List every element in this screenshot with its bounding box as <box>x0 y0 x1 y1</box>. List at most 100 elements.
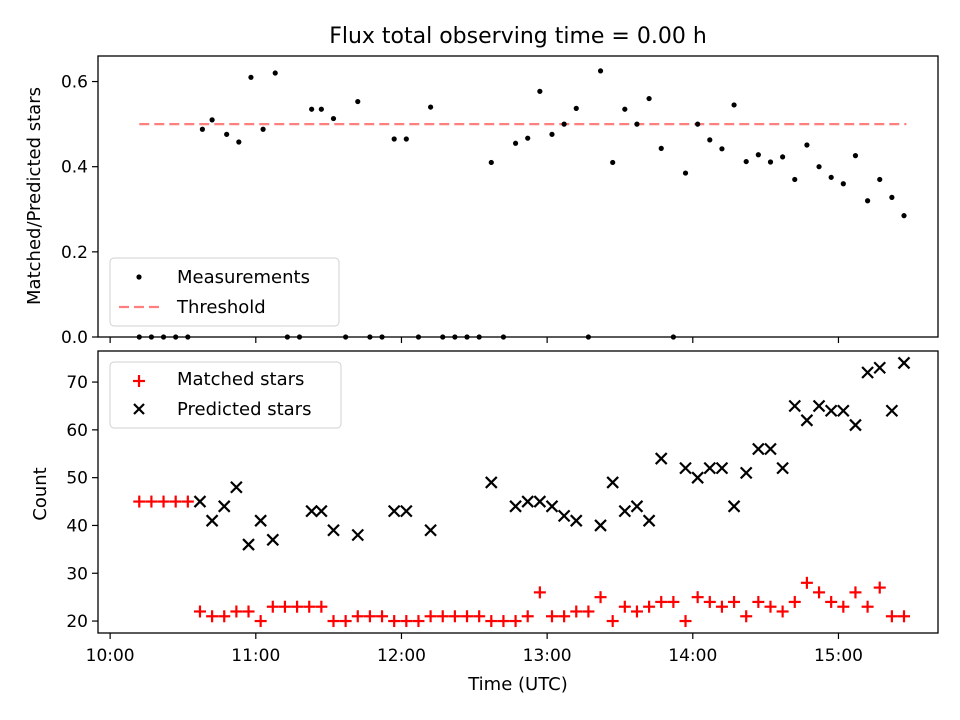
measurement-point <box>428 104 434 110</box>
matched-star-point <box>630 605 643 618</box>
predicted-star-point <box>861 366 874 379</box>
measurement-point <box>403 136 409 142</box>
matched-star-point <box>497 615 510 628</box>
predicted-star-point <box>545 500 559 513</box>
bottom-x-tick-label: 15:00 <box>814 646 863 666</box>
bottom-y-axis-label: Count <box>30 467 51 520</box>
measurement-point <box>537 88 543 94</box>
predicted-star-point <box>849 418 862 432</box>
predicted-star-point <box>266 533 280 547</box>
matched-star-point <box>618 600 631 613</box>
predicted-star-point <box>715 461 729 475</box>
matched-star-point <box>485 615 498 628</box>
matched-star-point <box>351 610 364 623</box>
matched-star-point <box>448 610 461 623</box>
predicted-star-point <box>739 466 753 480</box>
predicted-star-point <box>351 528 365 542</box>
measurements-points <box>136 68 907 340</box>
bottom-panel: Count Time (UTC) 20 30 40 50 60 70 10:00 11:00… <box>30 350 939 695</box>
measurement-point <box>355 98 361 105</box>
matched-star-point <box>800 576 813 589</box>
predicted-star-point <box>606 476 619 489</box>
measurement-point <box>330 115 337 122</box>
predicted-star-point <box>776 461 789 475</box>
legend-marker-predicted <box>133 403 145 415</box>
measurement-point <box>695 121 701 127</box>
matched-star-point <box>436 610 449 623</box>
top-y-tick-label: 0.2 <box>61 243 88 263</box>
legend-marker-matched <box>133 375 145 387</box>
measurement-point <box>488 159 494 166</box>
bottom-y-ticks: 20 30 40 50 60 70 <box>66 373 98 632</box>
matched-star-point <box>776 605 789 618</box>
measurement-point <box>622 106 628 112</box>
matched-star-point <box>181 495 194 508</box>
top-y-ticks: 0.0 0.2 0.4 0.6 <box>61 73 98 348</box>
predicted-star-point <box>254 514 267 527</box>
top-panel: Flux total observing time = 0.00 h Match… <box>24 24 939 348</box>
measurement-point <box>224 131 230 137</box>
measurement-point <box>682 170 689 176</box>
predicted-star-point <box>691 471 704 484</box>
predicted-star-point <box>521 495 534 508</box>
matched-star-point <box>509 615 522 628</box>
predicted-star-point <box>654 452 668 465</box>
measurement-point <box>260 126 266 132</box>
matched-star-point <box>558 610 571 623</box>
predicted-star-point <box>642 514 656 527</box>
matched-star-point <box>424 610 437 623</box>
measurement-point <box>840 181 846 187</box>
matched-star-point <box>691 591 704 604</box>
predicted-star-point <box>327 523 340 537</box>
predicted-star-point <box>727 500 741 513</box>
matched-star-point <box>193 605 206 618</box>
predicted-star-point <box>788 399 802 413</box>
measurement-point <box>877 176 883 183</box>
matched-star-point <box>291 600 304 613</box>
matched-star-point <box>813 586 826 599</box>
top-plot-frame <box>97 55 939 338</box>
measurement-point <box>561 121 567 127</box>
matched-star-point <box>266 600 279 613</box>
predicted-stars-points <box>193 356 911 551</box>
top-legend-box <box>109 257 340 327</box>
predicted-star-point <box>885 404 899 418</box>
measurement-point <box>828 174 834 180</box>
matched-star-point <box>679 615 692 628</box>
matched-star-point <box>521 610 534 623</box>
predicted-star-point <box>703 461 717 475</box>
predicted-star-point <box>400 504 413 518</box>
legend-label-threshold: Threshold <box>176 297 266 318</box>
legend-label-predicted: Predicted stars <box>177 399 311 420</box>
measurement-point <box>646 95 652 102</box>
bottom-y-tick-label: 40 <box>66 516 88 536</box>
matched-star-point <box>315 600 328 613</box>
measurement-point <box>658 145 664 151</box>
predicted-star-point <box>387 504 401 518</box>
predicted-star-point <box>764 442 777 456</box>
predicted-star-point <box>315 504 328 518</box>
matched-star-point <box>594 591 607 604</box>
matched-star-point <box>278 600 291 613</box>
matched-star-point <box>570 605 583 618</box>
measurement-point <box>236 139 242 145</box>
predicted-star-point <box>837 404 850 418</box>
predicted-star-point <box>752 442 765 456</box>
measurement-point <box>597 68 604 74</box>
measurement-point <box>318 106 324 112</box>
matched-star-point <box>218 610 231 623</box>
bottom-y-tick-label: 70 <box>66 373 88 393</box>
matched-star-point <box>388 615 401 628</box>
matched-star-point <box>376 610 389 623</box>
matched-stars-points <box>133 495 911 628</box>
measurement-point <box>610 159 616 166</box>
measurement-point <box>719 146 725 152</box>
predicted-star-point <box>630 500 644 513</box>
measurement-point <box>816 164 822 170</box>
matched-star-point <box>715 600 728 613</box>
bottom-x-ticks: 10:00 11:00 12:00 13:00 14:00 15:00 <box>86 633 863 666</box>
matched-star-point <box>545 610 558 623</box>
matched-star-point <box>740 610 753 623</box>
